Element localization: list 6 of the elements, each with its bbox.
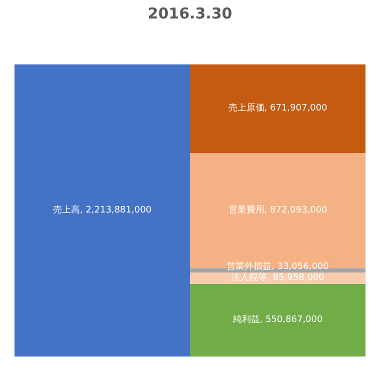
data-label: 純利益, 550,867,000 (232, 314, 324, 326)
data-label: 売上高, 2,213,881,000 (52, 204, 152, 216)
chart-title: 2016.3.30 (148, 4, 232, 22)
data-label: 法人税等, 85,958,000 (231, 272, 325, 284)
data-label: 売上原価, 671,907,000 (228, 102, 328, 114)
data-label: 営業費用, 872,093,000 (228, 204, 328, 216)
